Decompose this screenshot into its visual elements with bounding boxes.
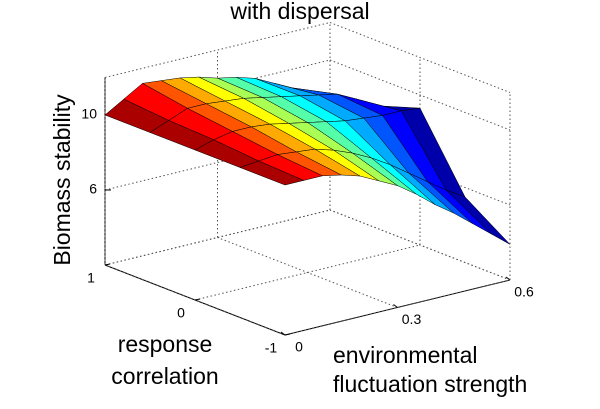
x-tick-label: 0: [295, 339, 303, 355]
tick-mark: [393, 304, 398, 308]
z-tick-label: 6: [89, 181, 97, 197]
surface-face: [446, 189, 511, 245]
z-axis-label: Biomass stability: [49, 94, 75, 266]
x-axis-label: fluctuation strength: [333, 371, 527, 397]
x-tick-label: 0.3: [402, 311, 422, 327]
z-tick-label: 10: [81, 106, 97, 122]
box-edge: [104, 22, 331, 78]
y-tick-label: -1: [265, 340, 278, 356]
grid-line: [329, 59, 511, 131]
grid-line: [194, 244, 421, 301]
surface-face: [239, 160, 305, 186]
box-edge: [329, 22, 511, 93]
y-axis-label: correlation: [111, 363, 218, 389]
y-tick-label: 1: [87, 270, 95, 286]
y-axis-label: response: [118, 331, 213, 357]
tick-mark: [505, 276, 511, 281]
chart-title: with dispersal: [229, 0, 369, 24]
tick-mark: [284, 333, 291, 336]
tick-mark: [104, 263, 111, 266]
grid-line: [284, 279, 511, 336]
grid-line: [104, 59, 331, 116]
y-tick-label: 0: [177, 305, 185, 321]
x-axis-label: environmental: [333, 342, 477, 368]
grid-line: [104, 209, 331, 266]
tick-mark: [280, 331, 286, 336]
tick-mark: [194, 298, 201, 301]
grid-line: [217, 237, 398, 308]
x-tick-label: 0.6: [514, 284, 534, 300]
